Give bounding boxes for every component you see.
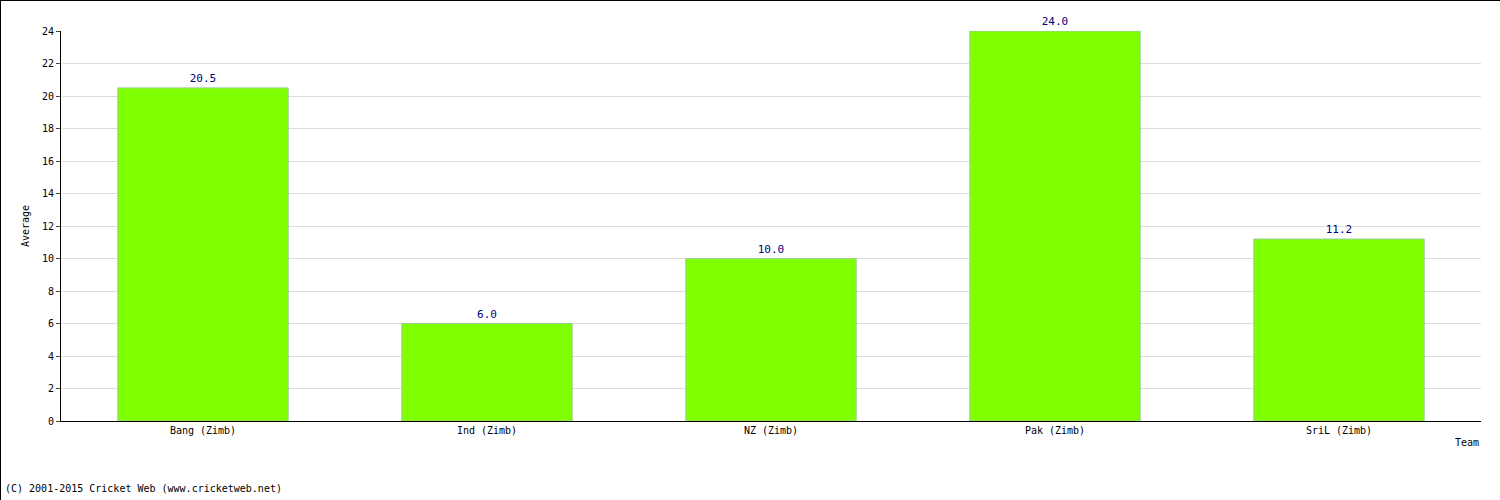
svg-text:Pak (Zimb): Pak (Zimb) <box>1025 425 1085 436</box>
svg-text:16: 16 <box>42 156 54 167</box>
svg-text:12: 12 <box>42 221 54 232</box>
svg-text:Average: Average <box>20 205 31 247</box>
svg-text:SriL (Zimb): SriL (Zimb) <box>1306 425 1372 436</box>
svg-text:24: 24 <box>42 26 54 37</box>
svg-text:6.0: 6.0 <box>477 308 497 321</box>
svg-text:14: 14 <box>42 188 54 199</box>
svg-text:10: 10 <box>42 253 54 264</box>
svg-text:(C) 2001-2015 Cricket Web (www: (C) 2001-2015 Cricket Web (www.cricketwe… <box>5 483 282 494</box>
svg-text:18: 18 <box>42 123 54 134</box>
svg-text:Team: Team <box>1455 437 1479 448</box>
svg-text:2: 2 <box>48 383 54 394</box>
svg-text:6: 6 <box>48 318 54 329</box>
svg-text:20.5: 20.5 <box>190 72 217 85</box>
svg-text:NZ (Zimb): NZ (Zimb) <box>744 425 798 436</box>
svg-text:Ind (Zimb): Ind (Zimb) <box>457 425 517 436</box>
svg-text:Bang (Zimb): Bang (Zimb) <box>170 425 236 436</box>
svg-text:11.2: 11.2 <box>1326 223 1353 236</box>
svg-text:0: 0 <box>48 416 54 427</box>
svg-text:24.0: 24.0 <box>1042 15 1069 28</box>
svg-text:10.0: 10.0 <box>758 243 785 256</box>
svg-text:22: 22 <box>42 58 54 69</box>
svg-text:4: 4 <box>48 351 54 362</box>
svg-text:8: 8 <box>48 286 54 297</box>
svg-text:20: 20 <box>42 91 54 102</box>
